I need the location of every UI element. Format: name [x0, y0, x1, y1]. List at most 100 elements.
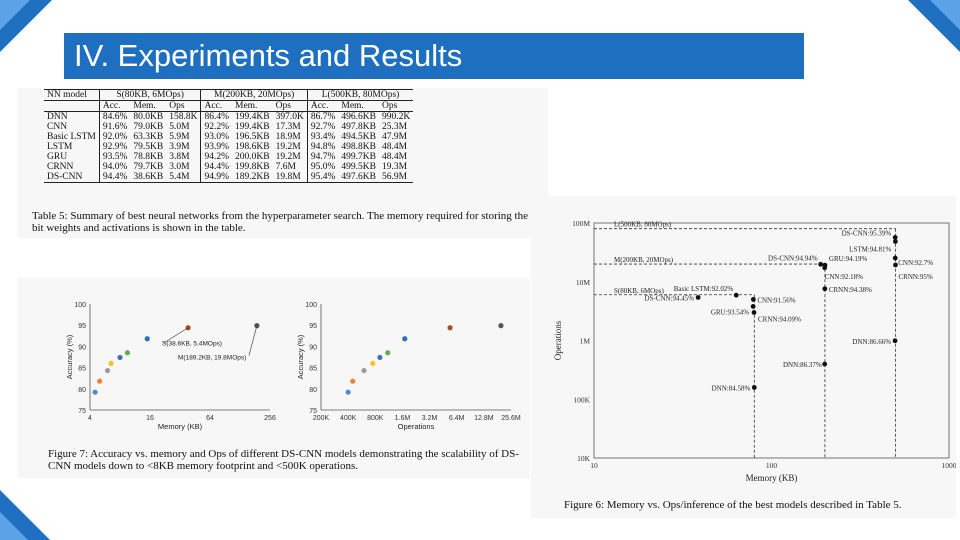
table-cell: 93.0% — [204, 132, 229, 142]
x-tick-label: 12.8M — [474, 415, 494, 422]
table-cell: 48.4M — [381, 142, 408, 152]
col-group-medium: M(200KB, 20MOps) — [200, 89, 308, 101]
col-group-small: S(80KB, 6MOps) — [99, 89, 202, 101]
x-tick-label: 10 — [590, 461, 598, 470]
data-point — [822, 361, 828, 367]
table-cell: 93.9% — [204, 142, 229, 152]
table-cell: 5.9M — [166, 132, 202, 142]
table-cell: 48.4M — [381, 152, 408, 162]
table-cell: 94.7% — [310, 152, 336, 162]
x-tick-label: 1.6M — [395, 415, 411, 422]
table-cell: 199.4KB — [235, 112, 270, 122]
table5-panel: NN model S(80KB, 6MOps) M(200KB, 20MOps)… — [18, 88, 548, 238]
data-point — [892, 255, 898, 261]
data-point — [822, 265, 828, 271]
x-axis-label: Operations — [398, 422, 435, 431]
data-point — [892, 239, 898, 244]
point-label: DS-CNN:95.39% — [842, 229, 892, 237]
annotation-leader — [248, 325, 258, 356]
point-label: LSTM:94.81% — [849, 246, 891, 254]
y-tick-label: 90 — [78, 344, 86, 351]
data-point — [695, 295, 701, 300]
x-tick-label: 256 — [264, 415, 276, 422]
figure6-panel: 10 100 1000 10K 100K 1M 10M 100M Memory (KB) Oper… — [531, 196, 956, 518]
data-point — [751, 385, 757, 390]
y-tick-label: 90 — [309, 344, 317, 351]
table-cell: 94.2% — [204, 152, 229, 162]
y-tick-label: 100 — [305, 302, 317, 309]
x-tick-label: 16 — [146, 415, 154, 422]
y-axis-label: Accuracy (%) — [296, 334, 305, 379]
table-cell: 86.7% — [310, 112, 336, 122]
table-cell: 990.2K — [381, 112, 411, 122]
budget-label: L(500KB, 80MOps) — [614, 221, 672, 229]
point-label: CRNN:94.09% — [758, 315, 801, 323]
table-row: CRNN 94.0% 79.7KB 3.0M 94.4% 199.8KB 7.6M 95.0%… — [44, 162, 413, 172]
point-label: DNN:86.66% — [852, 338, 891, 346]
subheader: Ops — [272, 100, 308, 112]
subheader: Mem. — [130, 100, 167, 112]
budget-label: S(80KB, 6MOps) — [614, 287, 664, 295]
annotation-leader — [163, 327, 189, 343]
data-point — [893, 262, 898, 268]
subheader: Mem. — [338, 100, 379, 112]
data-point — [92, 389, 98, 395]
model-name-cell: Basic LSTM — [44, 132, 100, 142]
point-label: CRNN:94.38% — [829, 286, 872, 294]
table-cell: 19.8M — [272, 172, 308, 183]
subheader: Mem. — [232, 100, 273, 112]
table-cell: 19.2M — [272, 142, 308, 152]
y-tick-label: 1M — [580, 337, 591, 346]
subheader: Acc. — [99, 100, 131, 112]
x-axis-label: Memory (KB) — [158, 422, 203, 431]
table-row: LSTM 92.9% 79.5KB 3.9M 93.9% 198.6KB 19.2M 94.8… — [44, 142, 413, 152]
budget-label: M(200KB, 20MOps) — [614, 256, 674, 264]
figure7-charts: 75 80 85 90 95 100 4 16 64 256 Memory (KB) Accuracy… — [65, 302, 521, 431]
table-cell: 496.6KB — [341, 112, 376, 122]
data-point — [108, 360, 114, 366]
data-point — [447, 325, 453, 331]
slide-title: IV. Experiments and Results — [64, 33, 804, 79]
table-cell: 84.6% — [102, 112, 128, 122]
model-name-cell: LSTM — [44, 142, 100, 152]
figure7-caption: Figure 7: Accuracy vs. memory and Ops of… — [48, 448, 519, 472]
data-point — [733, 292, 739, 298]
table-cell: 498.8KB — [341, 142, 376, 152]
figure7-panel: 75 80 85 90 95 100 4 16 64 256 Memory (KB) Accuracy… — [18, 278, 530, 478]
data-point — [370, 360, 376, 366]
table-cell: 5.0M — [166, 122, 202, 132]
point-label: CRNN:95% — [898, 273, 932, 281]
table-cell: 3.9M — [166, 142, 202, 152]
table-cell: 497.8KB — [341, 122, 376, 132]
model-name-cell: GRU — [44, 152, 100, 162]
table-cell: 5.4M — [166, 172, 202, 183]
table-cell: 92.0% — [102, 132, 128, 142]
y-tick-label: 95 — [309, 323, 317, 330]
data-point — [751, 310, 757, 315]
table-cell: 94.8% — [310, 142, 336, 152]
table-cell: 499.7KB — [341, 152, 376, 162]
corner-decoration-top-right — [908, 0, 960, 52]
data-point — [361, 367, 367, 374]
data-point — [124, 350, 131, 356]
col-group-large: L(500KB, 80MOps) — [307, 89, 414, 101]
data-point — [97, 378, 103, 384]
subheader: Ops — [378, 100, 414, 112]
y-axis-label: Accuracy (%) — [65, 334, 74, 379]
table-cell: 80.0KB — [133, 112, 164, 122]
table-cell: 79.0KB — [133, 122, 164, 132]
y-tick-label: 10M — [576, 278, 591, 287]
data-point — [345, 389, 351, 395]
table-cell: 95.4% — [307, 172, 339, 183]
table-row: DS-CNN 94.4% 38.6KB 5.4M 94.9% 189.2KB 19.8M 95… — [44, 172, 414, 183]
table-cell: 92.7% — [310, 122, 336, 132]
table-cell: 94.4% — [204, 162, 229, 172]
table-cell: 158.8K — [166, 111, 202, 122]
table-cell: 92.9% — [102, 142, 128, 152]
y-tick-label: 75 — [309, 408, 317, 415]
point-label: DNN:86.37% — [783, 361, 822, 369]
x-tick-label: 3.2M — [422, 415, 438, 422]
table-cell: 47.9M — [381, 132, 408, 142]
table-cell: 3.8M — [166, 152, 202, 162]
point-label: CNN:92.18% — [825, 273, 863, 281]
